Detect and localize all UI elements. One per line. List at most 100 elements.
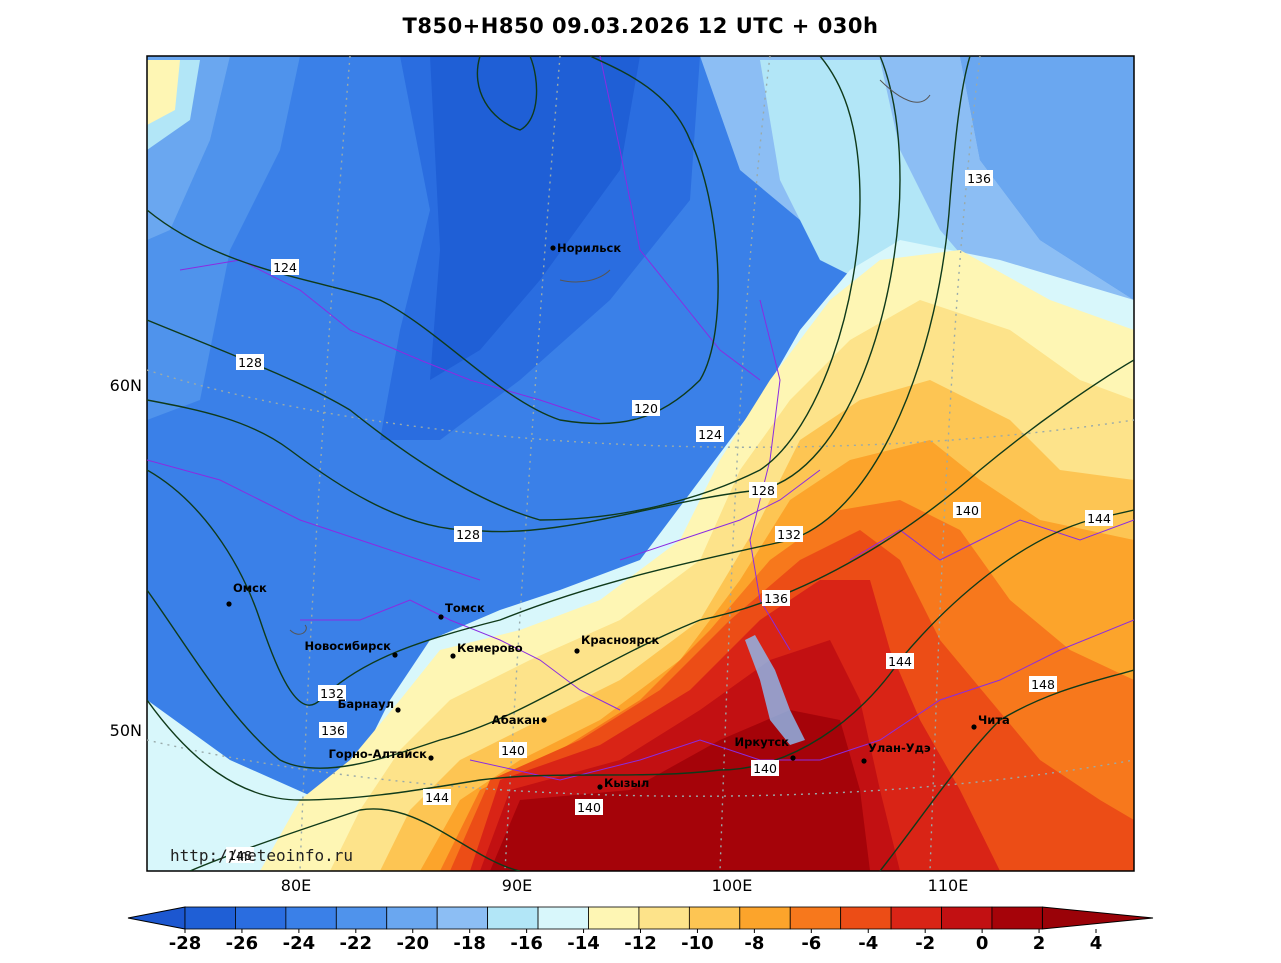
region-borders <box>147 56 1134 781</box>
colorbar-swatch <box>739 906 791 930</box>
lon-tick-90e: 90E <box>502 876 532 895</box>
map-frame <box>146 55 1135 872</box>
city: Омск <box>226 581 267 607</box>
city-dot-icon <box>574 648 580 654</box>
colorbar-over <box>1041 906 1154 930</box>
contour-label-text: 140 <box>501 743 525 758</box>
city-dot-icon <box>597 784 603 790</box>
city-label: Горно-Алтайск <box>328 747 427 761</box>
colorbar-tick-label: -10 <box>681 933 714 954</box>
city-dot-icon <box>226 601 232 607</box>
colorbar-swatch <box>890 906 942 930</box>
contour-label: 128 <box>749 482 777 498</box>
contour-label-text: 124 <box>273 260 297 275</box>
colorbar-swatch <box>537 906 589 930</box>
contour-label: 136 <box>762 590 790 606</box>
contour-label-text: 136 <box>764 591 788 606</box>
colorbar-tick-label: 4 <box>1090 933 1103 954</box>
lat-tick-50n: 50N <box>110 721 142 740</box>
city: Новосибирск <box>304 639 398 658</box>
contour-label-text: 148 <box>228 848 252 863</box>
city-dot-icon <box>861 758 867 764</box>
contour-label: 136 <box>319 722 347 738</box>
contour-label: 124 <box>696 426 724 442</box>
city-dot-icon <box>550 245 556 251</box>
contour-label-text: 148 <box>1031 677 1055 692</box>
city-label: Чита <box>978 713 1010 727</box>
contour-labels: 124 128 120 124 128 128 132 136 132 136 140 144 140 1… <box>226 170 1113 863</box>
colorbar-swatch <box>386 906 438 930</box>
colorbar-swatch <box>285 906 337 930</box>
contour-label-text: 140 <box>955 503 979 518</box>
colorbar-swatch <box>638 906 690 930</box>
city: Горно-Алтайск <box>328 747 434 761</box>
lon-tick-100e: 100E <box>712 876 753 895</box>
city: Чита <box>971 713 1010 730</box>
contour-label: 140 <box>953 502 981 518</box>
colorbar-tick-label: 2 <box>1033 933 1046 954</box>
colorbar-swatch <box>588 906 640 930</box>
contour-label-text: 128 <box>751 483 775 498</box>
contour-label-text: 120 <box>634 401 658 416</box>
contour-label-text: 132 <box>777 527 801 542</box>
colorbar-swatch <box>436 906 489 930</box>
contour-label-text: 144 <box>425 790 449 805</box>
city-dot-icon <box>541 717 547 723</box>
city-dot-icon <box>395 707 401 713</box>
colorbar-tick-label: -20 <box>396 933 429 954</box>
city: Кемерово <box>450 641 523 659</box>
colorbar-tick-label: -16 <box>510 933 543 954</box>
city-label: Красноярск <box>581 633 659 647</box>
contour-label-text: 128 <box>456 527 480 542</box>
credit-text: http://meteoinfo.ru <box>170 846 353 865</box>
graticule <box>147 56 1134 871</box>
coastlines <box>289 79 931 635</box>
city-label: Норильск <box>557 241 621 255</box>
height-contours <box>147 56 1134 871</box>
contour-label: 132 <box>775 526 803 542</box>
contour-label-text: 136 <box>321 723 345 738</box>
contour-label: 136 <box>965 170 993 186</box>
colorbar-swatch <box>941 906 993 930</box>
contour-label: 148 <box>226 847 254 863</box>
colorbar-tick-label: -6 <box>801 933 821 954</box>
colorbar-swatch <box>235 906 287 930</box>
contour-label: 128 <box>236 354 264 370</box>
city-dot-icon <box>392 652 398 658</box>
contour-label: 132 <box>318 685 346 701</box>
contour-label: 140 <box>575 799 603 815</box>
latitude-axis: 60N 50N <box>110 376 142 740</box>
colorbar-tick-label: -18 <box>453 933 486 954</box>
lon-tick-110e: 110E <box>928 876 969 895</box>
colorbar-swatch <box>487 906 539 930</box>
city: Улан-Удэ <box>861 741 931 764</box>
contour-label-text: 144 <box>1087 511 1111 526</box>
contour-label: 120 <box>632 400 660 416</box>
colorbar-tick-label: -8 <box>744 933 764 954</box>
contour-label: 148 <box>1029 676 1057 692</box>
contour-label-text: 140 <box>577 800 601 815</box>
colorbar-tick-label: -2 <box>915 933 935 954</box>
city-label: Барнаул <box>338 697 394 711</box>
city-label: Улан-Удэ <box>868 741 931 755</box>
city-label: Иркутск <box>735 735 790 749</box>
city: Иркутск <box>735 735 796 761</box>
contour-label: 140 <box>751 760 779 776</box>
contour-label-text: 140 <box>753 761 777 776</box>
contour-label: 128 <box>454 526 482 542</box>
city-label: Новосибирск <box>304 639 391 653</box>
temperature-field <box>147 56 1134 871</box>
colorbar-tick-label: 0 <box>976 933 989 954</box>
city: Норильск <box>550 241 621 255</box>
colorbar-swatch <box>840 906 892 930</box>
colorbar-swatch <box>789 906 842 930</box>
city-label: Абакан <box>492 713 540 727</box>
lon-tick-80e: 80E <box>281 876 311 895</box>
contour-label-text: 132 <box>320 686 344 701</box>
colorbar: -28 -26 -24 -22 -20 -18 -16 -14 -12 -10 -8 -6 -4 -2 0 2… <box>127 906 1154 954</box>
contour-label: 144 <box>423 789 451 805</box>
city: Барнаул <box>338 697 401 713</box>
colorbar-tick-label: -26 <box>226 933 259 954</box>
colorbar-tick-label: -12 <box>624 933 657 954</box>
